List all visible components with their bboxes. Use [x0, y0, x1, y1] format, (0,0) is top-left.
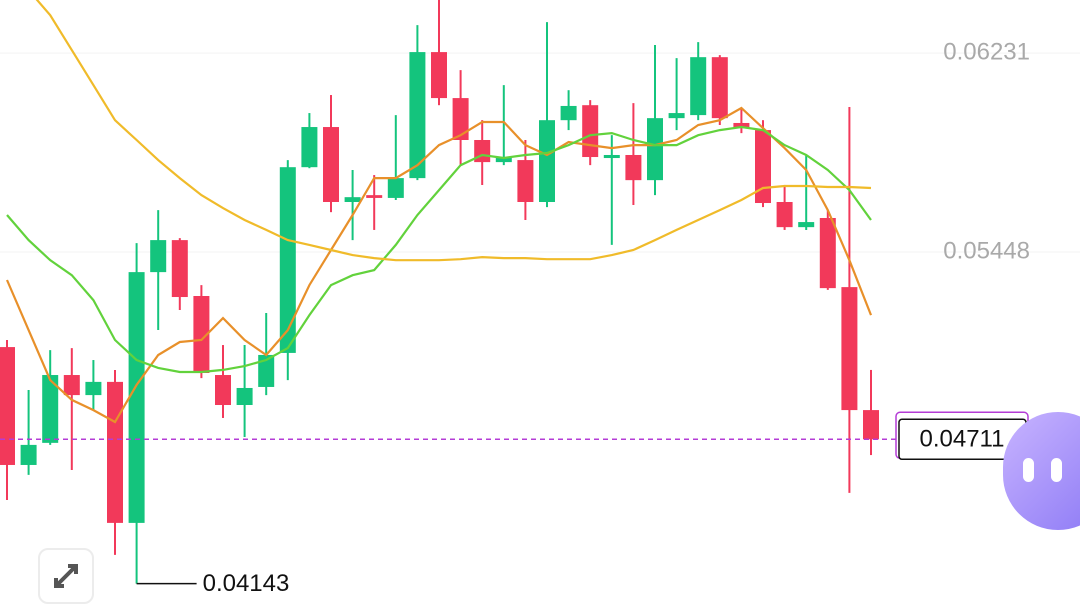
candle-body	[819, 218, 836, 289]
candle-body	[193, 296, 210, 373]
candle-body	[215, 375, 231, 406]
candle-body	[42, 375, 59, 443]
candle-body	[647, 118, 663, 181]
candle-body	[279, 167, 296, 353]
candle-body	[128, 272, 145, 523]
candle-body	[63, 375, 80, 396]
expand-arrows	[54, 564, 78, 588]
candle-body	[755, 130, 771, 204]
candle-body	[733, 122, 750, 129]
candle-body	[603, 154, 620, 159]
assistant-bubble[interactable]	[1003, 412, 1080, 530]
candle-body	[495, 157, 512, 163]
candle-body	[150, 240, 167, 273]
y-tick-label: 0.06231	[943, 38, 1030, 65]
candle-body	[539, 120, 555, 202]
candle-body	[85, 381, 102, 396]
candle-body	[301, 127, 318, 168]
candle-body	[582, 105, 599, 158]
candle-body	[776, 201, 793, 228]
candle-body	[171, 240, 188, 298]
candle-body	[344, 197, 361, 202]
bubble-eye	[1023, 458, 1034, 482]
candle-body	[258, 354, 275, 387]
candle-body	[841, 287, 858, 411]
candle-body	[409, 52, 426, 179]
candle-body	[452, 98, 469, 140]
candle-body	[625, 154, 642, 181]
candle-body	[798, 222, 815, 228]
candle-body	[366, 195, 383, 198]
candle-body	[323, 127, 339, 202]
candle-body	[517, 160, 534, 202]
candle-body	[863, 410, 879, 440]
candle-body	[711, 57, 728, 119]
candle-body	[0, 347, 15, 465]
candle-body	[387, 178, 404, 198]
candle-body	[431, 52, 447, 99]
candle-body	[560, 105, 577, 121]
candle-body	[668, 113, 685, 119]
candle-body	[107, 381, 123, 523]
expand-button[interactable]	[38, 548, 94, 604]
low-label: 0.04143	[203, 570, 290, 597]
moving-average-line	[6, 125, 872, 374]
candle-body	[20, 444, 37, 465]
last-price-label: 0.04711	[920, 426, 1005, 453]
candle-body	[236, 387, 253, 406]
moving-average-line	[35, 0, 872, 262]
candle-body	[690, 57, 707, 116]
bubble-eye	[1051, 458, 1062, 482]
y-tick-label: 0.05448	[943, 237, 1030, 264]
expand-icon	[54, 564, 78, 588]
